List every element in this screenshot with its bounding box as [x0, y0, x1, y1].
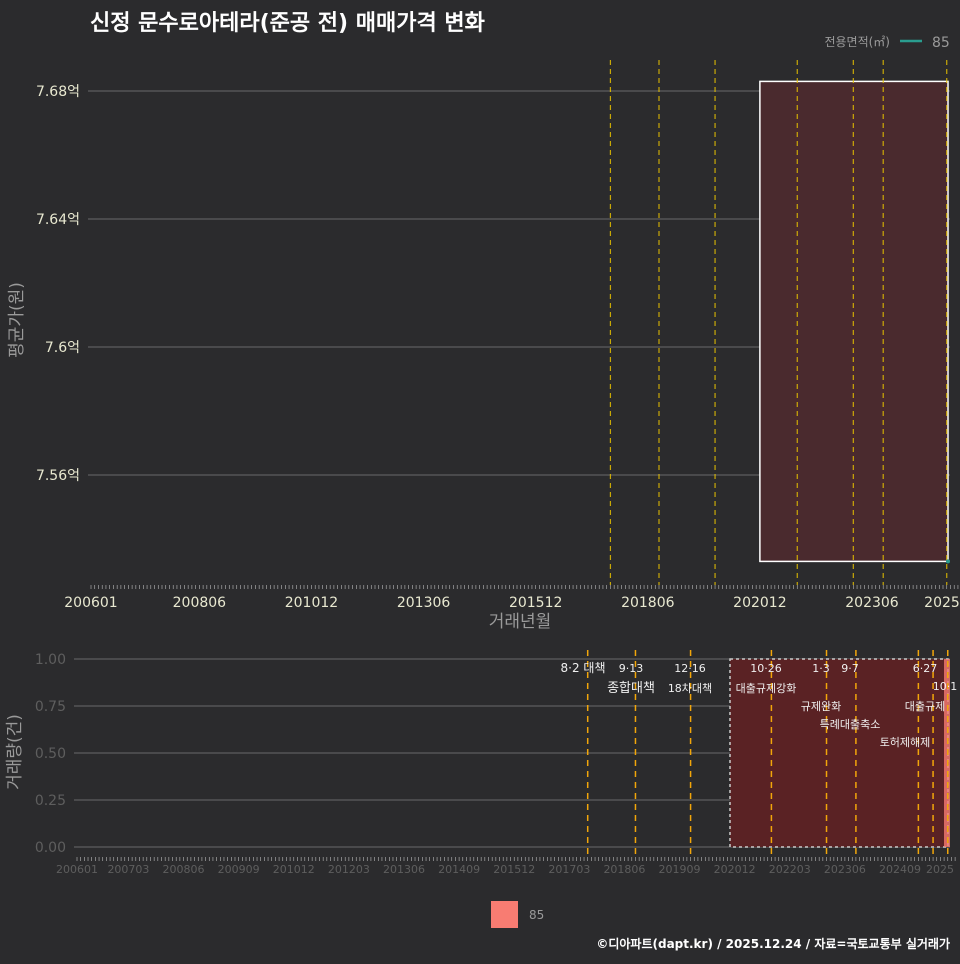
highlight-range — [759, 80, 949, 563]
event-date: 9·13 — [619, 662, 644, 675]
data-point — [946, 559, 950, 564]
event-label: 종합대책 — [607, 681, 655, 696]
legend-swatch — [491, 901, 518, 928]
x-tick-label: 200601 — [64, 595, 117, 611]
event-label: 대출규제강화 — [736, 682, 797, 695]
y-tick-label: 0.00 — [35, 840, 66, 856]
x-tick-label: 201806 — [621, 595, 675, 611]
x-tick-label: 200909 — [218, 863, 260, 876]
event-date: 6·27 — [913, 662, 938, 675]
x-tick-label: 201012 — [285, 595, 338, 611]
event-date: 10·1 — [933, 680, 958, 693]
chart-title: 신정 문수로아테라(준공 전) 매매가격 변화 — [90, 11, 485, 36]
volume-chart: 0.00 0.25 0.50 0.75 1.00 8·2 대책 9·13 종합대책 12·16 1… — [5, 650, 957, 928]
x-tick-label: 201703 — [548, 863, 590, 876]
x-tick-label: 201306 — [383, 863, 425, 876]
y-tick-label: 7.6억 — [45, 340, 80, 356]
event-label: 18차대책 — [668, 682, 712, 695]
x-tick-label: 202203 — [769, 863, 811, 876]
event-date: 1·3 — [812, 662, 830, 675]
x-tick-label: 202306 — [845, 595, 899, 611]
y-tick-label: 0.50 — [35, 746, 66, 762]
y-axis-label: 거래량(건) — [5, 714, 25, 790]
y-tick-label: 7.64억 — [36, 212, 80, 228]
legend-label: 85 — [529, 908, 544, 922]
x-tick-label: 202012 — [733, 595, 786, 611]
event-date: 8·2 대책 — [561, 660, 606, 675]
x-tick-label: 201909 — [659, 863, 701, 876]
x-tick-label: 2025 — [924, 595, 960, 611]
credit-text: ©디아파트(dapt.kr) / 2025.12.24 / 자료=국토교통부 실… — [596, 936, 950, 951]
event-date: 9·7 — [841, 662, 859, 675]
x-tick-label: 201512 — [509, 595, 562, 611]
x-tick-label: 200806 — [163, 863, 205, 876]
highlight-range — [729, 658, 949, 848]
x-tick-label: 202012 — [714, 863, 756, 876]
x-tick-label: 201012 — [273, 863, 315, 876]
x-tick-label: 201203 — [328, 863, 370, 876]
x-tick-label: 201409 — [438, 863, 480, 876]
x-tick-label: 202306 — [824, 863, 866, 876]
x-tick-label: 201306 — [397, 595, 451, 611]
legend-label: 85 — [932, 35, 950, 51]
x-tick-label: 200806 — [173, 595, 227, 611]
event-label: 특례대출축소 — [820, 718, 881, 731]
x-axis-label: 거래년월 — [489, 612, 552, 632]
event-label: 규제완화 — [801, 700, 841, 713]
bar — [944, 659, 950, 847]
event-date: 12·16 — [674, 662, 706, 675]
y-tick-label: 7.68억 — [36, 84, 80, 100]
event-label: 대출규제 — [905, 700, 945, 713]
event-label: 토허제해제 — [880, 735, 931, 749]
y-tick-label: 0.75 — [35, 699, 66, 715]
x-tick-label: 2025 — [926, 863, 954, 876]
legend-title: 전용면적(㎡) — [824, 35, 890, 49]
x-tick-label: 201806 — [603, 863, 645, 876]
y-tick-label: 7.56억 — [36, 468, 80, 484]
x-tick-label: 200703 — [107, 863, 149, 876]
x-tick-label: 201512 — [493, 863, 535, 876]
y-axis-label: 평균가(원) — [7, 282, 27, 358]
price-chart: 7.56억 7.6억 7.64억 7.68억 200601 200806 201012 201… — [7, 35, 960, 632]
x-tick-label: 200601 — [56, 863, 98, 876]
y-tick-label: 1.00 — [35, 652, 66, 668]
x-tick-label: 202409 — [879, 863, 921, 876]
y-tick-label: 0.25 — [35, 793, 66, 809]
event-date: 10·26 — [750, 662, 782, 675]
